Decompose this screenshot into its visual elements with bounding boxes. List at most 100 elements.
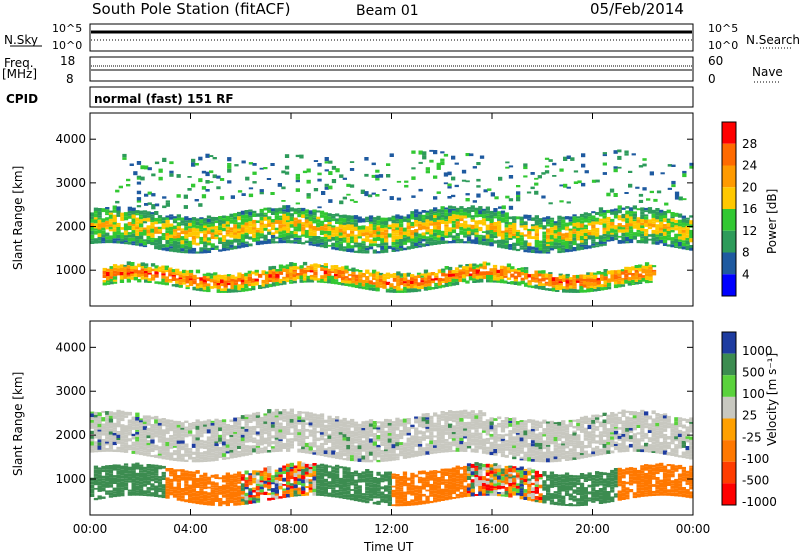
power-cell: [410, 244, 415, 249]
velocity-cell: [146, 470, 151, 475]
velocity-cell: [466, 487, 472, 491]
power-cell: [530, 249, 536, 253]
power-cell: [534, 236, 539, 240]
power-cell: [513, 281, 518, 285]
velocity-cell: [135, 472, 140, 477]
power-cell: [481, 208, 487, 211]
power-cell: [587, 218, 592, 221]
power-cell: [492, 267, 498, 272]
power-cell: [549, 235, 555, 240]
velocity-cell: [165, 468, 170, 472]
velocity-cell: [199, 474, 204, 478]
power-cell: [221, 235, 227, 239]
velocity-cell: [135, 431, 140, 435]
power-cell: [674, 238, 679, 244]
velocity-cell: [530, 491, 536, 493]
power-cell: [534, 250, 539, 254]
power-cell: [519, 232, 524, 236]
velocity-cell: [139, 470, 144, 473]
power-cell: [199, 219, 204, 222]
power-cell: [417, 214, 423, 219]
power-cell: [677, 213, 683, 218]
power-cell: [368, 221, 374, 224]
power-cell: [427, 275, 432, 280]
velocity-cell: [135, 441, 140, 446]
velocity-cell: [659, 491, 664, 496]
velocity-cell: [180, 492, 185, 496]
power-cell: [485, 230, 490, 235]
power-cell: [184, 220, 189, 223]
power-cell: [154, 203, 160, 207]
velocity-cell: [316, 470, 321, 473]
power-cell: [229, 230, 234, 233]
power-cell: [454, 270, 460, 273]
power-cell: [674, 227, 679, 231]
power-cell: [180, 223, 185, 226]
velocity-cell: [237, 489, 242, 494]
velocity-cell: [606, 477, 611, 481]
power-cell: [628, 216, 634, 220]
velocity-cell: [632, 467, 637, 470]
velocity-cell: [342, 482, 347, 487]
velocity-cell: [621, 488, 626, 493]
power-cell: [641, 275, 646, 278]
velocity-cell: [229, 480, 234, 484]
power-cell: [444, 224, 449, 227]
power-cell: [648, 276, 653, 281]
velocity-cell: [165, 494, 170, 499]
power-cell: [123, 276, 128, 279]
velocity-cell: [282, 465, 287, 469]
power-cell: [169, 223, 174, 227]
velocity-cell: [470, 492, 475, 497]
power-cell: [244, 218, 249, 223]
velocity-cell: [527, 483, 532, 488]
power-cell: [282, 265, 287, 269]
power-cell: [591, 224, 596, 229]
power-cell: [354, 278, 360, 282]
power-cell: [544, 273, 550, 278]
velocity-cell: [308, 487, 313, 490]
power-cell: [436, 216, 441, 220]
power-cell: [206, 230, 212, 235]
velocity-cell: [172, 439, 178, 443]
velocity-cell: [353, 479, 359, 484]
power-cell: [102, 274, 107, 278]
velocity-cell: [621, 471, 626, 474]
velocity-cell: [127, 470, 132, 474]
velocity-cell: [101, 410, 106, 413]
power-cell: [248, 215, 253, 218]
power-cell: [410, 241, 415, 245]
velocity-cell: [135, 480, 140, 484]
power-cell: [583, 227, 588, 229]
velocity-cell: [180, 469, 185, 473]
nave-tick-bottom: 0: [708, 72, 716, 86]
power-cell: [433, 207, 438, 212]
power-cell: [613, 150, 618, 154]
power-cell: [375, 285, 380, 288]
velocity-cell: [244, 439, 249, 443]
power-cell: [420, 273, 425, 276]
velocity-cell: [632, 480, 637, 484]
velocity-cell: [421, 481, 426, 484]
power-cell: [596, 277, 601, 281]
power-cell: [147, 270, 152, 273]
power-cell: [240, 227, 246, 230]
power-cell: [613, 229, 619, 233]
power-cell: [436, 225, 441, 230]
power-cell: [508, 234, 513, 238]
velocity-cell: [101, 480, 106, 484]
power-cell: [448, 270, 453, 274]
velocity-cell: [572, 489, 577, 494]
power-cell: [549, 217, 555, 220]
power-cell: [600, 284, 605, 288]
velocity-cell: [105, 428, 110, 433]
velocity-cell: [591, 477, 596, 481]
power-cell: [157, 240, 163, 245]
power-cell: [101, 222, 106, 225]
power-cell: [395, 229, 400, 234]
power-cell: [515, 216, 521, 220]
velocity-cell: [410, 484, 415, 488]
velocity-cell: [666, 489, 671, 493]
velocity-cell: [206, 480, 212, 485]
velocity-cell: [225, 441, 230, 445]
